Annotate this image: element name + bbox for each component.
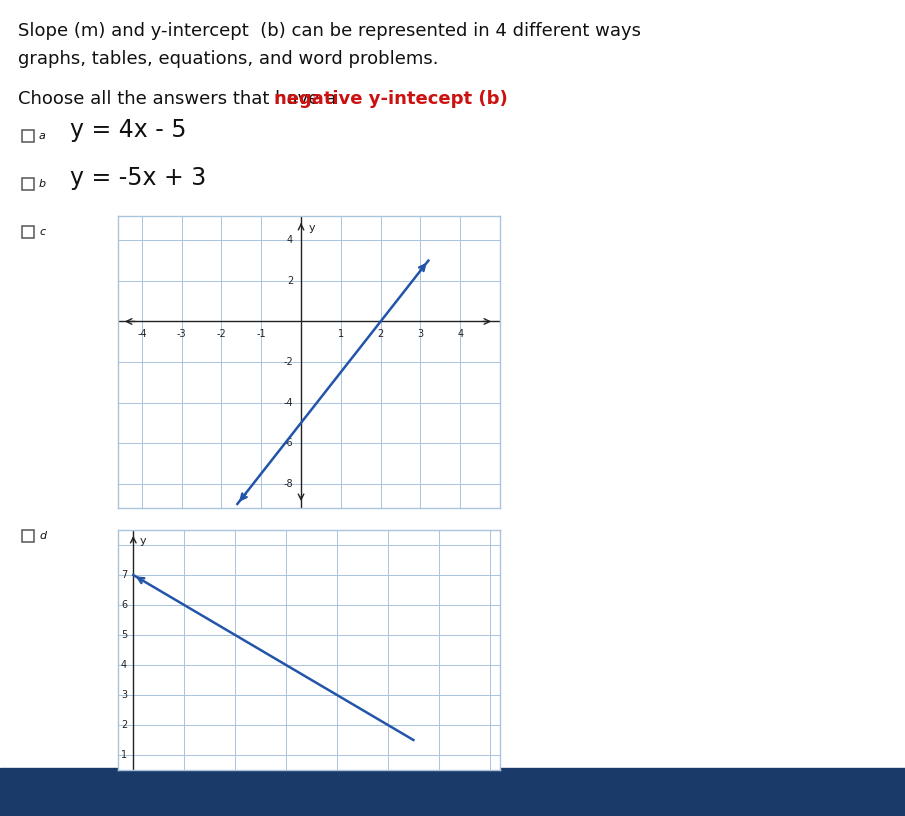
Text: y = 4x - 5: y = 4x - 5: [70, 118, 186, 142]
Text: -8: -8: [283, 479, 293, 489]
Text: 4: 4: [457, 329, 463, 339]
Text: -1: -1: [256, 329, 266, 339]
Text: y = -5x + 3: y = -5x + 3: [70, 166, 206, 190]
Text: -6: -6: [283, 438, 293, 448]
Text: 2: 2: [121, 720, 128, 730]
Bar: [0, 768, 905, 816]
Text: 3: 3: [121, 690, 128, 700]
Text: 6: 6: [121, 600, 128, 610]
Text: negative y-intecept (b): negative y-intecept (b): [274, 90, 508, 108]
Text: 1: 1: [121, 750, 128, 760]
Text: 5: 5: [121, 630, 128, 640]
Bar: [22, 530, 34, 542]
Text: 4: 4: [121, 660, 128, 670]
Text: c: c: [39, 227, 45, 237]
Text: 3: 3: [417, 329, 424, 339]
Text: b: b: [39, 179, 46, 189]
Text: Slope (m) and y-intercept  (b) can be represented in 4 different ways: Slope (m) and y-intercept (b) can be rep…: [18, 22, 641, 40]
Bar: [22, 178, 34, 190]
Text: d: d: [39, 531, 46, 541]
Text: y: y: [139, 536, 146, 546]
Text: 2: 2: [377, 329, 384, 339]
Bar: [22, 226, 34, 238]
Text: graphs, tables, equations, and word problems.: graphs, tables, equations, and word prob…: [18, 50, 439, 68]
Text: -2: -2: [216, 329, 226, 339]
Text: -3: -3: [176, 329, 186, 339]
Text: 2: 2: [287, 276, 293, 286]
Text: -2: -2: [283, 357, 293, 367]
Text: 4: 4: [287, 235, 293, 246]
Text: 7: 7: [121, 570, 128, 580]
Bar: [22, 130, 34, 142]
Text: 1: 1: [338, 329, 344, 339]
Text: -4: -4: [137, 329, 147, 339]
Text: Choose all the answers that have a: Choose all the answers that have a: [18, 90, 342, 108]
Text: -4: -4: [283, 397, 293, 407]
Text: y: y: [309, 223, 315, 233]
Text: a: a: [39, 131, 46, 141]
